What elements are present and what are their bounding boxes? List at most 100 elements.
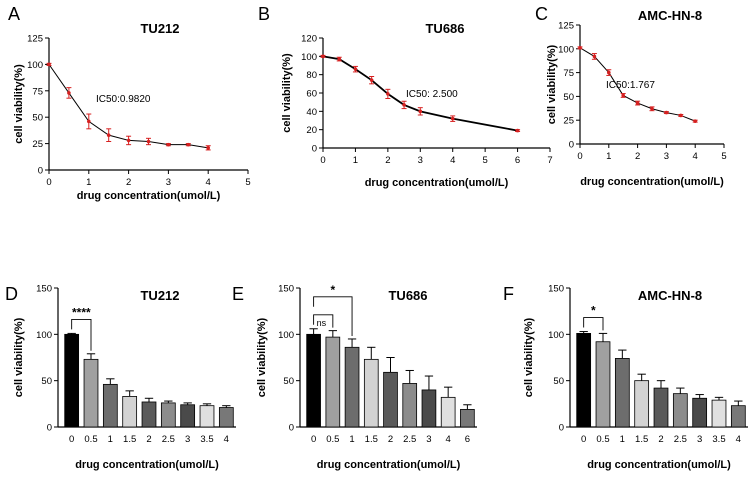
error-bar — [734, 400, 743, 406]
significance-label: * — [591, 304, 596, 318]
x-tick-label: 0 — [69, 434, 74, 445]
data-point — [47, 62, 51, 67]
x-axis-label: drug concentration(umol/L) — [77, 190, 221, 202]
error-bar — [183, 402, 192, 405]
x-tick-label: 5 — [482, 155, 487, 166]
data-point — [186, 142, 191, 147]
y-tick-label: 0 — [38, 166, 43, 177]
data-point — [166, 142, 171, 147]
x-tick-label: 0 — [46, 177, 51, 188]
error-bar — [347, 338, 357, 348]
error-bar — [695, 394, 704, 399]
x-tick-label: 0 — [320, 155, 325, 166]
x-tick-label: 4 — [206, 177, 211, 188]
y-tick-label: 50 — [563, 92, 574, 103]
x-tick-label: 2 — [658, 434, 663, 445]
bracket-line — [313, 314, 334, 328]
x-tick-label: 5 — [721, 151, 726, 162]
significance-bracket: ns — [313, 314, 334, 328]
chart-title: AMC-HN-8 — [638, 8, 702, 23]
error-bar — [656, 380, 666, 389]
x-tick-label: 3.5 — [200, 434, 213, 445]
bar — [614, 358, 630, 428]
y-tick-label: 100 — [278, 330, 294, 341]
x-tick-label: 2.5 — [674, 434, 687, 445]
error-bar — [164, 400, 173, 403]
panel-f: F AMC-HN-8 drug concentration(umol/L) cell … — [503, 284, 748, 471]
data-point — [635, 101, 640, 105]
x-tick-label: 6 — [465, 434, 470, 445]
y-tick-label: 20 — [306, 125, 317, 136]
y-tick-label: 0 — [559, 423, 564, 434]
x-tick-label: 3 — [664, 151, 669, 162]
data-point — [206, 146, 210, 150]
error-bar — [714, 396, 724, 401]
error-bar — [676, 387, 685, 394]
error-bar — [424, 375, 434, 390]
error-bar — [386, 357, 395, 373]
error-bar — [67, 332, 76, 335]
y-axis-label: cell viability(%) — [281, 53, 293, 133]
data-point — [679, 113, 683, 118]
y-axis-label: cell viability(%) — [546, 44, 558, 124]
y-tick-label: 25 — [563, 116, 574, 127]
data-point — [650, 106, 654, 111]
data-point — [106, 133, 111, 137]
significance-bracket: * — [583, 304, 604, 331]
data-point — [515, 128, 520, 133]
data-point — [592, 54, 597, 59]
x-tick-label: 3 — [166, 177, 171, 188]
data-point — [578, 46, 582, 50]
x-tick-label: 2.5 — [403, 434, 416, 445]
bar — [730, 405, 746, 428]
data-point — [67, 91, 71, 95]
x-axis-label: drug concentration(umol/L) — [75, 459, 219, 471]
y-tick-label: 50 — [32, 113, 43, 124]
x-tick-label: 2 — [385, 155, 390, 166]
y-axis-label: cell viability(%) — [256, 317, 268, 397]
panel-label: A — [8, 4, 20, 24]
bar — [576, 333, 592, 428]
x-tick-label: 2 — [635, 151, 640, 162]
panel-b: B TU686 drug concentration(umol/L) cell via… — [258, 4, 553, 189]
error-bar — [125, 390, 134, 397]
error-bar — [309, 328, 318, 335]
chart-title: TU212 — [140, 288, 179, 303]
data-point — [418, 109, 423, 114]
y-tick-label: 0 — [569, 140, 574, 151]
x-tick-label: 2 — [126, 177, 131, 188]
error-bar — [579, 331, 588, 334]
y-tick-label: 25 — [32, 139, 43, 150]
error-bar — [405, 369, 414, 384]
data-point — [450, 116, 455, 121]
bracket-line — [313, 296, 353, 336]
y-axis-label: cell viability(%) — [523, 317, 535, 397]
x-tick-label: 0 — [577, 151, 582, 162]
x-tick-label: 0.5 — [84, 434, 97, 445]
x-tick-label: 4 — [693, 151, 698, 162]
bar — [325, 336, 341, 428]
panel-label: B — [258, 4, 270, 24]
error-bar — [367, 346, 376, 360]
bar — [306, 333, 321, 428]
y-tick-label: 100 — [548, 330, 564, 341]
bar — [344, 346, 360, 428]
x-axis-label: drug concentration(umol/L) — [365, 177, 509, 189]
x-tick-label: 1.5 — [635, 434, 648, 445]
series-line — [48, 64, 209, 149]
x-tick-label: 4 — [224, 434, 229, 445]
y-tick-label: 40 — [306, 107, 317, 118]
data-point — [402, 103, 406, 107]
panel-label: D — [5, 284, 18, 304]
error-bar — [106, 378, 115, 385]
x-tick-label: 5 — [245, 177, 250, 188]
y-tick-label: 150 — [36, 284, 52, 295]
error-bar — [618, 349, 627, 359]
bar — [692, 397, 708, 428]
y-tick-label: 100 — [36, 330, 52, 341]
bar — [383, 371, 398, 428]
x-tick-label: 4 — [736, 434, 741, 445]
bar — [363, 358, 379, 428]
error-bar — [222, 405, 231, 408]
x-tick-label: 4 — [450, 155, 455, 166]
